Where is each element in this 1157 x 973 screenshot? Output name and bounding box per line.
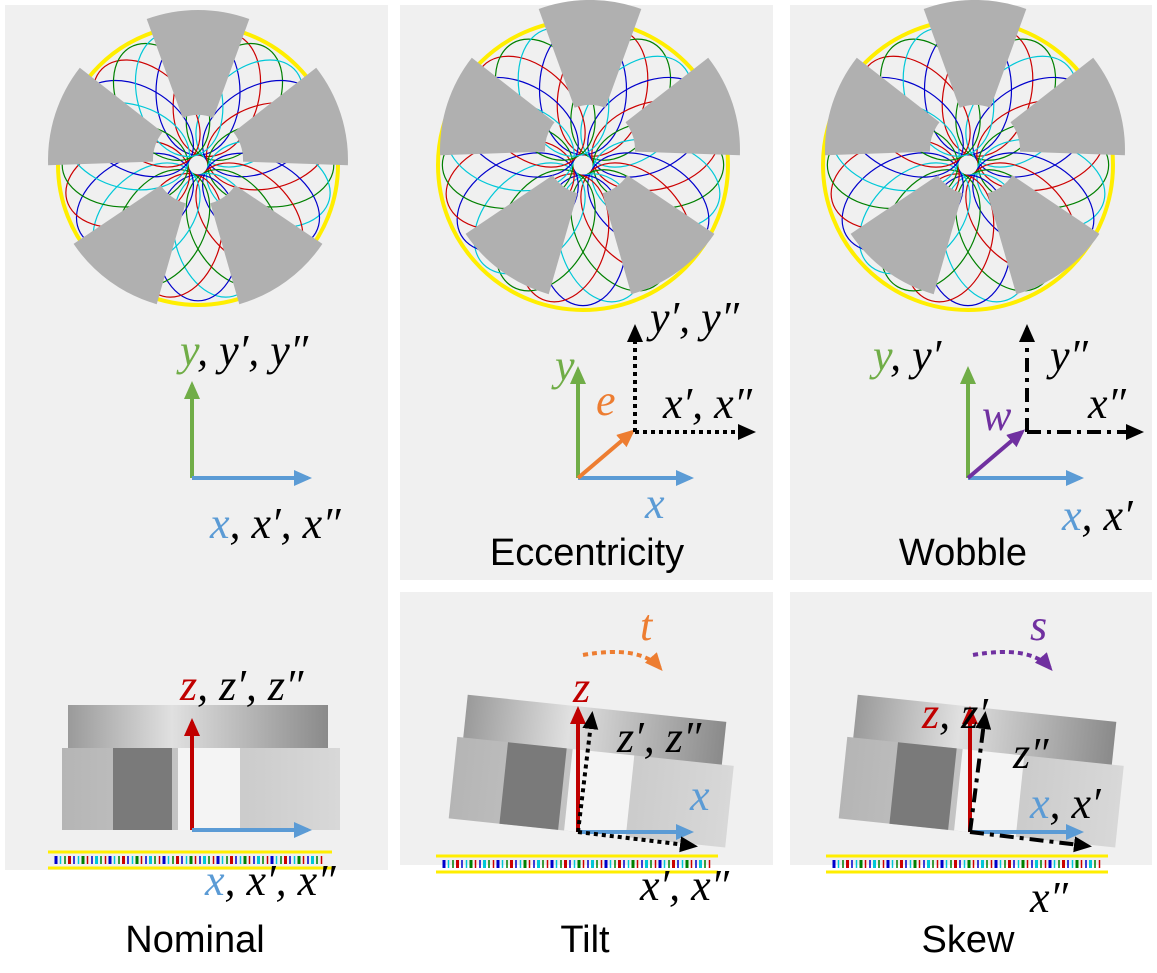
label: x′, x″ — [662, 379, 753, 428]
label: x, x′, x″ — [209, 499, 341, 548]
label: z′, z″ — [616, 713, 702, 762]
label: y″ — [1046, 331, 1089, 380]
label: x — [689, 771, 710, 820]
label: x — [644, 479, 665, 528]
label: z — [572, 663, 590, 712]
label: e⃗ — [596, 376, 650, 425]
label: w⃗ — [982, 391, 1046, 440]
figure: y, y′, y″ x, x′, x″ z, z′, z″ x, x′, x″ … — [0, 0, 1157, 973]
gap — [178, 748, 240, 830]
label: x″ — [1087, 379, 1127, 428]
stage — [62, 705, 340, 830]
block-dark — [113, 748, 172, 830]
gap — [564, 749, 634, 837]
caption: Wobble — [899, 532, 1027, 574]
label: x′, x″ — [639, 861, 730, 910]
label: y, y′, y″ — [176, 326, 309, 375]
label: x, x′ — [1061, 491, 1134, 540]
caption: Skew — [922, 919, 1015, 961]
label: t⃗ — [640, 601, 686, 650]
plate — [68, 705, 328, 750]
label: x″ — [1029, 873, 1069, 922]
label: x, x′, x″ — [204, 856, 336, 905]
block-dark — [499, 742, 566, 830]
block-dark — [889, 742, 956, 830]
label: z, z′, z″ — [179, 661, 304, 710]
label: z, z′ — [921, 689, 989, 738]
caption: Nominal — [125, 919, 264, 961]
label: y — [551, 341, 575, 390]
label: z″ — [1012, 729, 1049, 778]
label: y, y′ — [869, 331, 943, 380]
caption: Eccentricity — [490, 532, 684, 574]
label: s⃗ — [1030, 601, 1081, 650]
caption: Tilt — [560, 919, 610, 961]
label: y′, y″ — [646, 293, 740, 342]
label: x, x′ — [1029, 779, 1102, 828]
